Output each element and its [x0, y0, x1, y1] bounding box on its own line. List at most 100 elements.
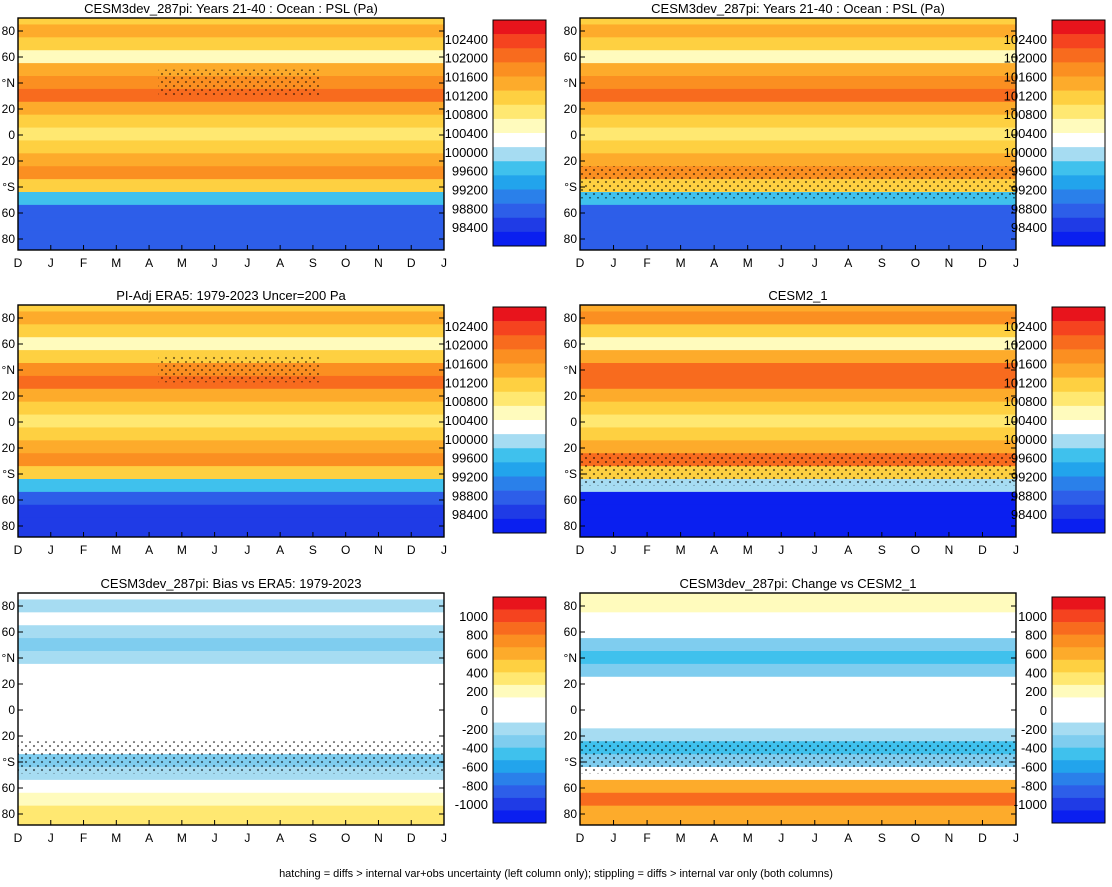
lat-band--10	[580, 427, 1016, 441]
y-tick-label: 60	[564, 781, 578, 795]
x-tick-label: D	[978, 831, 987, 845]
x-tick-label: J	[212, 831, 218, 845]
lat-band-30	[580, 663, 1016, 678]
lat-band-60	[580, 625, 1016, 639]
colorbar-swatch	[1052, 189, 1105, 204]
x-tick-label: D	[407, 543, 416, 557]
colorbar-swatch	[1052, 405, 1105, 421]
x-tick-label: F	[80, 256, 87, 270]
colorbar-swatch	[1052, 118, 1105, 134]
colorbar: 102400 102000 101600 101200 100800 100400 1000…	[1004, 306, 1106, 534]
lat-band-10	[580, 401, 1016, 416]
x-tick-label: O	[911, 256, 920, 270]
panel-title: CESM2_1	[768, 288, 827, 303]
x-tick-label: A	[844, 543, 852, 557]
x-tick-label: F	[80, 543, 87, 557]
colorbar-swatch	[493, 434, 546, 449]
lat-band-70	[18, 37, 444, 51]
colorbar-label: 98400	[1011, 507, 1047, 522]
colorbar-swatch	[493, 90, 546, 106]
x-tick-label: J	[48, 831, 54, 845]
lat-band--80	[580, 230, 1016, 250]
colorbar-label: 98400	[452, 507, 488, 522]
colorbar-swatch	[1052, 90, 1105, 106]
colorbar-swatch	[493, 634, 546, 648]
lat-band-70	[580, 612, 1016, 626]
x-tick-label: O	[341, 256, 350, 270]
y-tick-label: °N	[564, 76, 577, 90]
colorbar-swatch	[493, 377, 546, 393]
colorbar-label: 99200	[452, 183, 488, 198]
x-tick-label: N	[374, 831, 383, 845]
lat-band--70	[18, 792, 444, 807]
lat-band-0	[18, 414, 444, 428]
colorbar-label: 102400	[1004, 32, 1047, 47]
lat-band-90	[18, 593, 444, 600]
stippling	[158, 69, 321, 96]
y-tick-label: 20	[2, 389, 16, 403]
colorbar-label: 101200	[445, 88, 488, 103]
x-tick-label: D	[14, 831, 23, 845]
colorbar-swatch	[1052, 735, 1105, 748]
x-tick-label: J	[244, 831, 250, 845]
lat-band--40	[18, 179, 444, 193]
x-tick-label: D	[14, 543, 23, 557]
lat-band-20	[18, 388, 444, 403]
x-tick-label: D	[978, 256, 987, 270]
lat-band-30	[18, 663, 444, 678]
x-tick-label: J	[48, 543, 54, 557]
colorbar-label: 1000	[1018, 609, 1047, 624]
lat-band-0	[580, 414, 1016, 428]
lat-band--20	[580, 153, 1016, 167]
colorbar-label: 101600	[1004, 357, 1047, 372]
y-tick-label: 60	[2, 50, 16, 64]
colorbar-swatch	[493, 672, 546, 686]
y-tick-label: 0	[8, 128, 15, 142]
x-tick-label: J	[441, 543, 447, 557]
colorbar-label: 99600	[1011, 451, 1047, 466]
lat-band--20	[580, 440, 1016, 454]
colorbar-swatch	[1052, 462, 1105, 477]
lat-band-20	[580, 388, 1016, 403]
y-tick-label: 0	[8, 703, 15, 717]
y-tick-label: 20	[564, 389, 578, 403]
lat-band-70	[18, 324, 444, 338]
lat-band-60	[18, 337, 444, 351]
colorbar-label: 99200	[452, 470, 488, 485]
lat-band-70	[580, 37, 1016, 51]
x-tick-label: F	[80, 831, 87, 845]
colorbar-swatch	[1052, 104, 1105, 120]
colorbar-swatch	[493, 772, 546, 786]
lat-band-30	[580, 375, 1016, 390]
y-tick-label: 60	[2, 493, 16, 507]
colorbar-label: 800	[1025, 628, 1047, 643]
colorbar-swatch	[493, 647, 546, 661]
x-tick-label: M	[111, 256, 121, 270]
lat-band--10	[580, 715, 1016, 729]
colorbar-label: 0	[1040, 703, 1047, 718]
y-tick-label: 20	[564, 154, 578, 168]
y-tick-label: 80	[564, 311, 578, 325]
colorbar-swatch	[1052, 321, 1105, 336]
colorbar-label: 99600	[452, 451, 488, 466]
colorbar-swatch	[493, 659, 546, 673]
colorbar-swatch	[1052, 622, 1105, 635]
colorbar-swatch	[1052, 391, 1105, 407]
y-tick-label: 60	[564, 625, 578, 639]
colorbar-label: 0	[481, 703, 488, 718]
colorbar-swatch	[1052, 161, 1105, 176]
colorbar-swatch	[493, 697, 546, 711]
x-tick-label: D	[576, 543, 585, 557]
lat-band--50	[18, 192, 444, 206]
x-tick-label: J	[1013, 543, 1019, 557]
y-tick-label: °N	[564, 651, 577, 665]
colorbar-label: 600	[466, 647, 488, 662]
colorbar-swatch	[1052, 810, 1105, 824]
colorbar-frame	[1051, 596, 1106, 824]
colorbar-frame	[1051, 306, 1106, 534]
y-tick-label: °N	[2, 651, 15, 665]
y-tick-label: 80	[2, 807, 16, 821]
y-tick-label: 60	[2, 337, 16, 351]
colorbar-label: 98400	[1011, 220, 1047, 235]
colorbar-swatch	[493, 760, 546, 774]
